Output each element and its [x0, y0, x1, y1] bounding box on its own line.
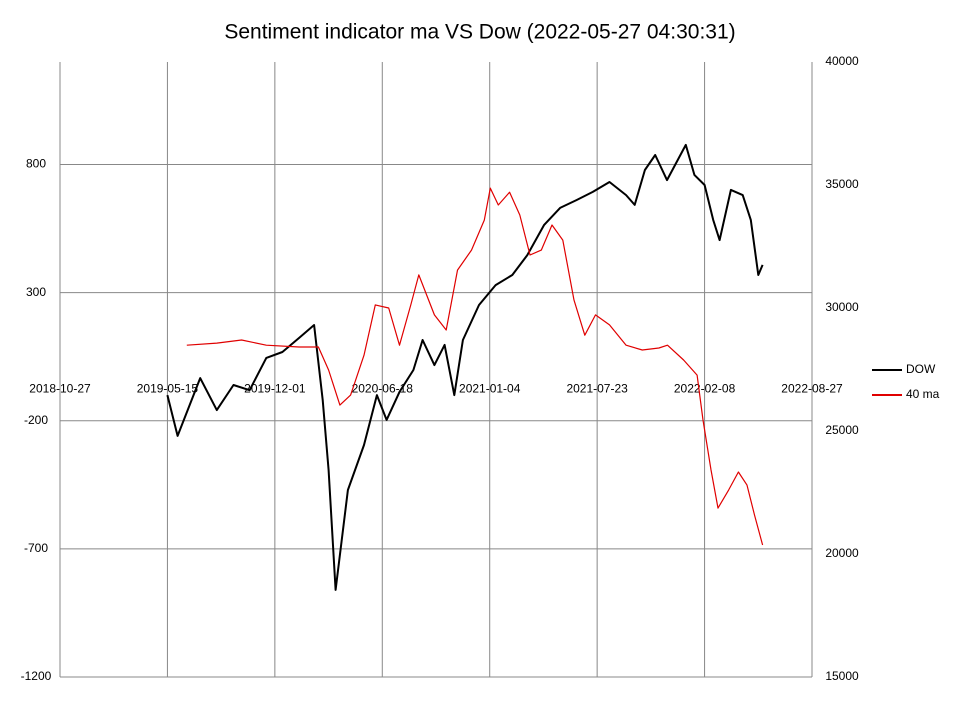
series-line [186, 187, 764, 546]
x-tick-label: 2018-10-27 [29, 382, 91, 396]
y2-tick-label: 40000 [825, 54, 859, 68]
y-tick-label: -1200 [21, 669, 52, 683]
y-tick-label: -700 [24, 541, 48, 555]
y2-tick-label: 25000 [825, 423, 859, 437]
legend-label: DOW [906, 362, 936, 376]
chart-title: Sentiment indicator ma VS Dow (2022-05-2… [224, 21, 735, 44]
y2-tick-label: 35000 [825, 177, 859, 191]
x-tick-label: 2019-05-15 [137, 382, 199, 396]
y2-tick-label: 30000 [825, 300, 859, 314]
x-tick-label: 2021-01-04 [459, 382, 521, 396]
x-tick-label: 2022-02-08 [674, 382, 736, 396]
y-tick-label: 800 [26, 157, 46, 171]
x-tick-label: 2021-07-23 [566, 382, 628, 396]
legend-label: 40 ma [906, 387, 940, 401]
y-tick-label: -200 [24, 413, 48, 427]
y2-tick-label: 15000 [825, 669, 859, 683]
x-tick-label: 2020-06-18 [352, 382, 414, 396]
y2-tick-label: 20000 [825, 546, 859, 560]
x-tick-label: 2022-08-27 [781, 382, 843, 396]
y-tick-label: 300 [26, 285, 46, 299]
x-tick-label: 2019-12-01 [244, 382, 306, 396]
series-line [166, 143, 764, 591]
